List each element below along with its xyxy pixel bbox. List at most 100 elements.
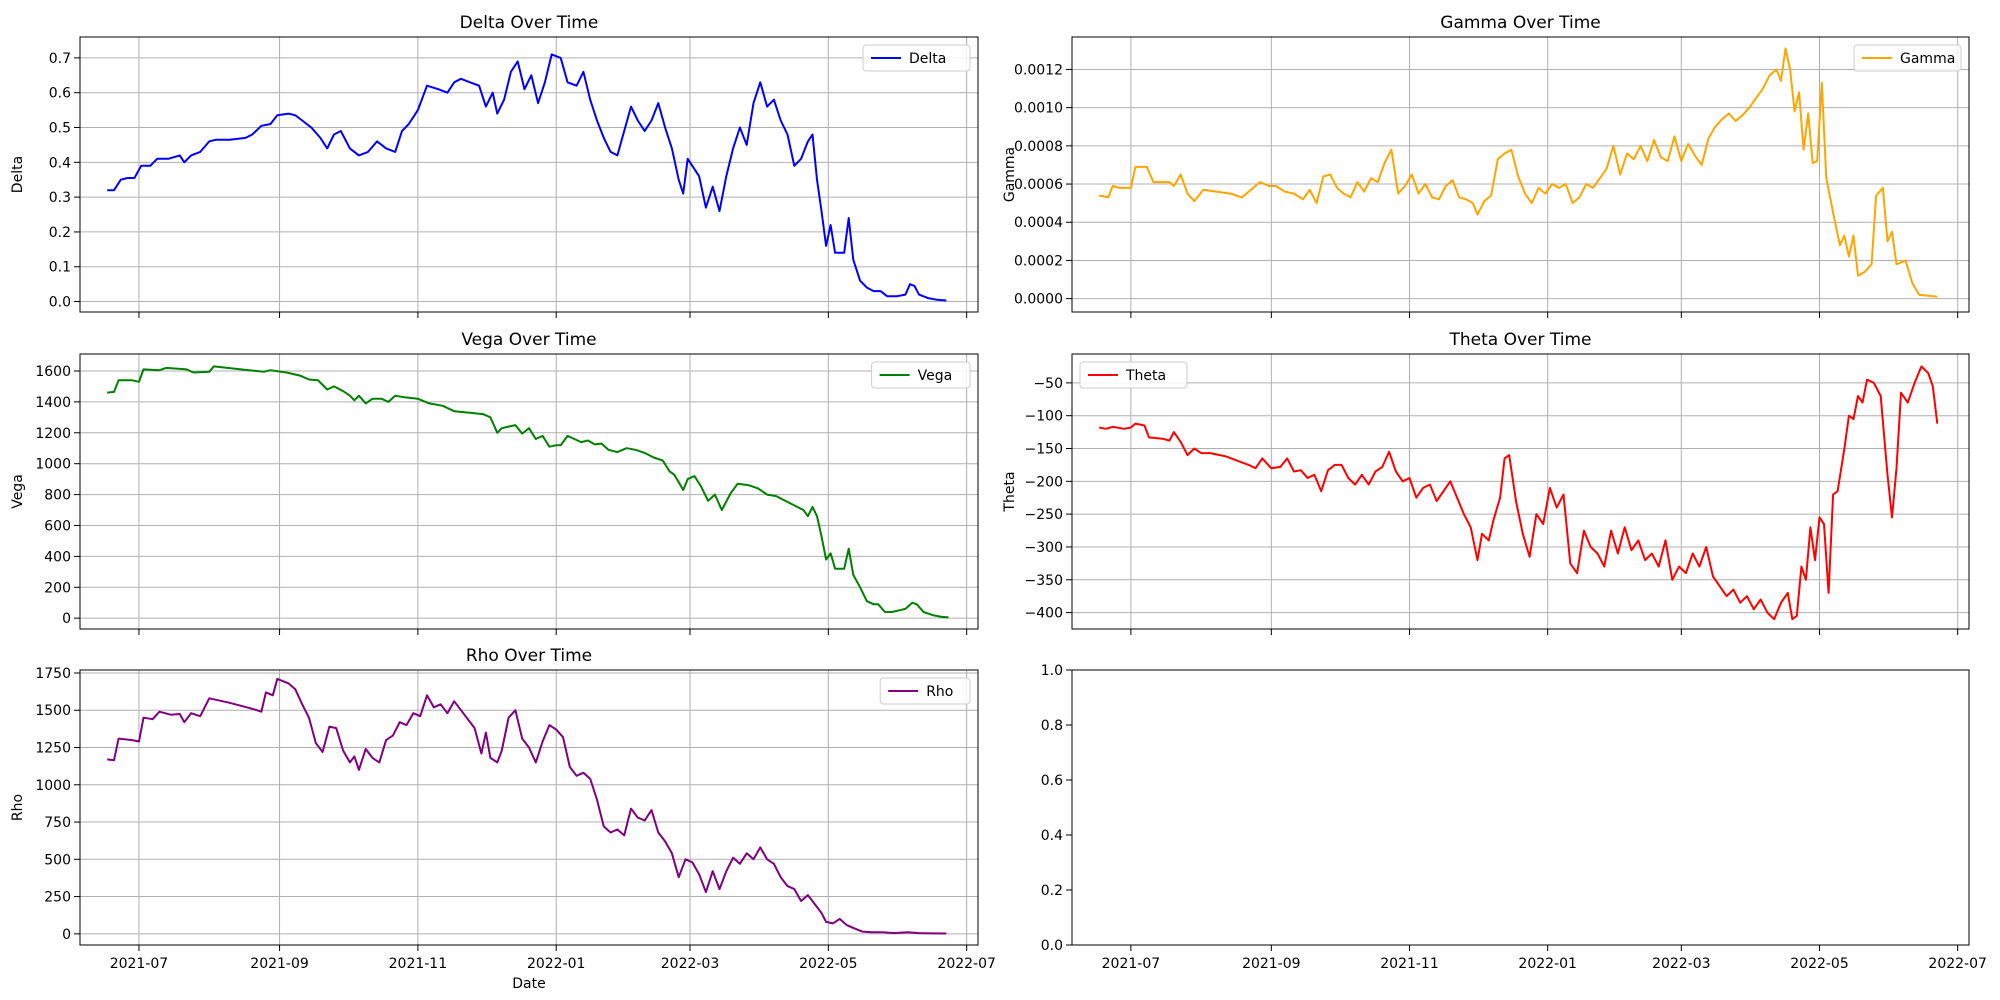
gamma-ytick-label: 0.0006 [1014,177,1063,193]
gamma-axes-frame [1071,36,1970,313]
theta-ytick-label: −350 [1025,573,1063,589]
theta-y-axis-label: Theta [1002,471,1018,512]
delta-series-line [107,53,947,302]
empty-ytick-label: 0.6 [1041,773,1063,789]
vega-ytick-label: 1000 [35,457,71,473]
empty-xtick-label: 2022-07 [1928,956,1987,972]
delta-ytick-label: 0.5 [49,121,71,137]
delta-chart-title: Delta Over Time [460,13,599,33]
delta-axes-frame [79,36,979,313]
vega-legend-label: Vega [918,368,953,384]
theta-axes-frame [1071,353,1970,630]
vega-series-line [107,365,949,619]
rho-legend-box [879,677,971,705]
empty-xtick-label: 2021-11 [1380,956,1439,972]
rho-legend: Rho [879,677,971,705]
delta-panel: 0.0 0.1 0.2 0.3 0.4 0.5 0.6 0.7 Delta Over Time D… [10,13,979,318]
vega-y-axis-label: Vega [10,474,26,509]
rho-ytick-label: 0 [62,927,71,943]
rho-xtick-label: 2021-11 [389,956,448,972]
theta-ytick-label: −100 [1025,409,1063,425]
empty-xtick-label: 2022-05 [1790,956,1849,972]
empty-xtick-label: 2021-09 [1242,956,1301,972]
rho-ytick-label: 500 [44,852,71,868]
delta-legend: Delta [862,44,971,72]
vega-legend-box [871,361,971,389]
vega-ytick-label: 800 [44,488,71,504]
theta-ytick-label: −400 [1025,606,1063,622]
rho-xtick-label: 2021-07 [110,956,169,972]
rho-chart-title: Rho Over Time [466,646,592,666]
rho-ytick-label: 1500 [35,703,71,719]
delta-ytick-label: 0.2 [49,225,71,241]
empty-axes-frame [1071,669,1970,946]
theta-ytick-label: −250 [1025,507,1063,523]
gamma-ytick-label: 0.0008 [1014,139,1063,155]
gamma-ytick-label: 0.0004 [1014,215,1063,231]
rho-xtick-label: 2021-09 [250,956,309,972]
gamma-ytick-label: 0.0000 [1014,292,1063,308]
vega-ytick-label: 1600 [35,364,71,380]
empty-ytick-label: 0.2 [1041,883,1063,899]
gamma-ytick-label: 0.0010 [1014,101,1063,117]
vega-ytick-label: 0 [62,611,71,627]
gamma-ytick-label: 0.0012 [1014,62,1063,78]
delta-y-axis-label: Delta [10,156,26,193]
empty-ytick-label: 0.4 [1041,828,1063,844]
gamma-legend-label: Gamma [1900,51,1955,67]
rho-xtick-label: 2022-01 [527,956,586,972]
gamma-ytick-label: 0.0002 [1014,253,1063,269]
gamma-chart-title: Gamma Over Time [1440,13,1600,33]
empty-ytick-label: 0.8 [1041,718,1063,734]
empty-xtick-label: 2021-07 [1102,956,1161,972]
rho-panel: 0 250 500 750 1000 1250 1500 1750 2021-07 2021-09… [10,646,996,992]
rho-ytick-label: 250 [44,890,71,906]
vega-panel: 0 200 400 600 800 1000 1200 1400 1600 Vega Over T… [10,330,979,635]
vega-ytick-label: 1200 [35,426,71,442]
delta-ytick-label: 0.0 [49,295,71,311]
delta-legend-box [862,44,971,72]
vega-legend: Vega [871,361,971,389]
vega-ytick-label: 1400 [35,395,71,411]
rho-y-axis-label: Rho [10,794,26,821]
rho-series-line [107,677,947,935]
theta-ytick-label: −300 [1025,540,1063,556]
rho-ytick-label: 1750 [35,666,71,682]
vega-axes-frame [79,353,979,630]
empty-ytick-label: 1.0 [1041,663,1063,679]
delta-legend-label: Delta [909,51,946,67]
rho-ytick-label: 1000 [35,778,71,794]
vega-ytick-label: 200 [44,580,71,596]
theta-ytick-label: −200 [1025,474,1063,490]
delta-ytick-label: 0.3 [49,190,71,206]
gamma-legend: Gamma [1853,44,1962,72]
empty-panel: 0.0 0.2 0.4 0.6 0.8 1.0 2021-07 2021-09 2021-11 2… [1041,663,1987,972]
rho-xtick-label: 2022-05 [799,956,858,972]
theta-legend: Theta [1079,361,1188,389]
rho-legend-label: Rho [926,684,953,700]
rho-axes-frame [79,669,979,946]
gamma-panel: 0.0000 0.0002 0.0004 0.0006 0.0008 0.0010 0.00… [1002,13,1970,318]
empty-xtick-label: 2022-01 [1518,956,1577,972]
vega-chart-title: Vega Over Time [461,330,596,350]
delta-ytick-label: 0.4 [49,155,71,171]
gamma-y-axis-label: Gamma [1002,147,1018,202]
empty-xtick-label: 2022-03 [1652,956,1711,972]
rho-x-axis-label: Date [512,976,545,992]
theta-series-line [1099,365,1939,621]
gamma-legend-box [1853,44,1962,72]
theta-legend-box [1079,361,1188,389]
delta-ytick-label: 0.1 [49,260,71,276]
rho-ytick-label: 750 [44,815,71,831]
theta-ytick-label: −50 [1033,376,1063,392]
delta-ytick-label: 0.6 [49,86,71,102]
theta-chart-title: Theta Over Time [1448,330,1591,350]
rho-xtick-label: 2022-03 [661,956,720,972]
gamma-series-line [1098,47,1938,298]
theta-ytick-label: −150 [1025,442,1063,458]
theta-panel: −400 −350 −300 −250 −200 −150 −100 −50 Theta Ove… [1002,330,1970,635]
empty-ytick-label: 0.0 [1041,938,1063,954]
theta-legend-label: Theta [1125,368,1166,384]
delta-ytick-label: 0.7 [49,51,71,67]
